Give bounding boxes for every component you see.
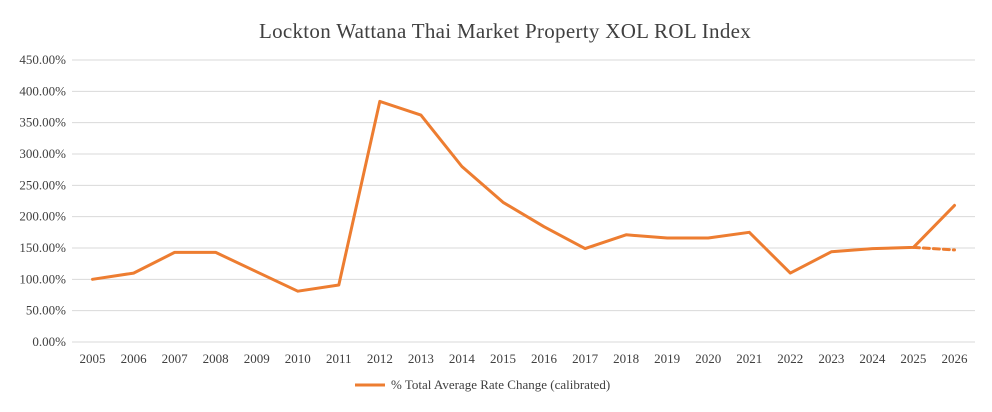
x-tick-label: 2006 bbox=[121, 351, 148, 366]
y-tick-label: 400.00% bbox=[19, 83, 66, 98]
x-tick-label: 2016 bbox=[531, 351, 558, 366]
x-tick-label: 2022 bbox=[777, 351, 803, 366]
legend: % Total Average Rate Change (calibrated) bbox=[355, 377, 610, 392]
x-tick-label: 2015 bbox=[490, 351, 516, 366]
series-layer bbox=[91, 99, 956, 293]
y-tick-label: 300.00% bbox=[19, 146, 66, 161]
gridlines bbox=[72, 59, 975, 343]
x-tick-label: 2018 bbox=[613, 351, 639, 366]
y-tick-label: 150.00% bbox=[19, 240, 66, 255]
x-tick-label: 2012 bbox=[367, 351, 393, 366]
x-tick-label: 2017 bbox=[572, 351, 599, 366]
x-tick-label: 2008 bbox=[203, 351, 229, 366]
chart-title: Lockton Wattana Thai Market Property XOL… bbox=[259, 19, 751, 43]
y-tick-label: 50.00% bbox=[26, 303, 66, 318]
y-tick-label: 0.00% bbox=[32, 334, 66, 349]
y-tick-label: 450.00% bbox=[19, 52, 66, 67]
x-tick-label: 2014 bbox=[449, 351, 476, 366]
legend-label: % Total Average Rate Change (calibrated) bbox=[391, 377, 610, 392]
x-tick-label: 2020 bbox=[695, 351, 721, 366]
series-line-rate-change bbox=[91, 99, 956, 293]
y-tick-label: 200.00% bbox=[19, 209, 66, 224]
y-axis-ticks: 0.00% 50.00% 100.00% 150.00% 200.00% 250.00% 3… bbox=[19, 52, 66, 349]
x-tick-label: 2013 bbox=[408, 351, 434, 366]
x-tick-label: 2005 bbox=[80, 351, 106, 366]
y-tick-label: 100.00% bbox=[19, 271, 66, 286]
x-tick-label: 2021 bbox=[736, 351, 762, 366]
y-tick-label: 350.00% bbox=[19, 115, 66, 130]
x-tick-label: 2025 bbox=[900, 351, 926, 366]
x-tick-label: 2019 bbox=[654, 351, 680, 366]
x-tick-label: 2010 bbox=[285, 351, 311, 366]
series-line-projection bbox=[911, 245, 956, 252]
x-tick-label: 2009 bbox=[244, 351, 270, 366]
x-tick-label: 2011 bbox=[326, 351, 352, 366]
x-tick-label: 2023 bbox=[818, 351, 844, 366]
x-tick-label: 2026 bbox=[941, 351, 968, 366]
x-axis-ticks: 2005 2006 2007 2008 2009 2010 2011 2012 2013 2014… bbox=[80, 351, 968, 366]
x-tick-label: 2007 bbox=[162, 351, 189, 366]
y-tick-label: 250.00% bbox=[19, 177, 66, 192]
x-tick-label: 2024 bbox=[859, 351, 886, 366]
